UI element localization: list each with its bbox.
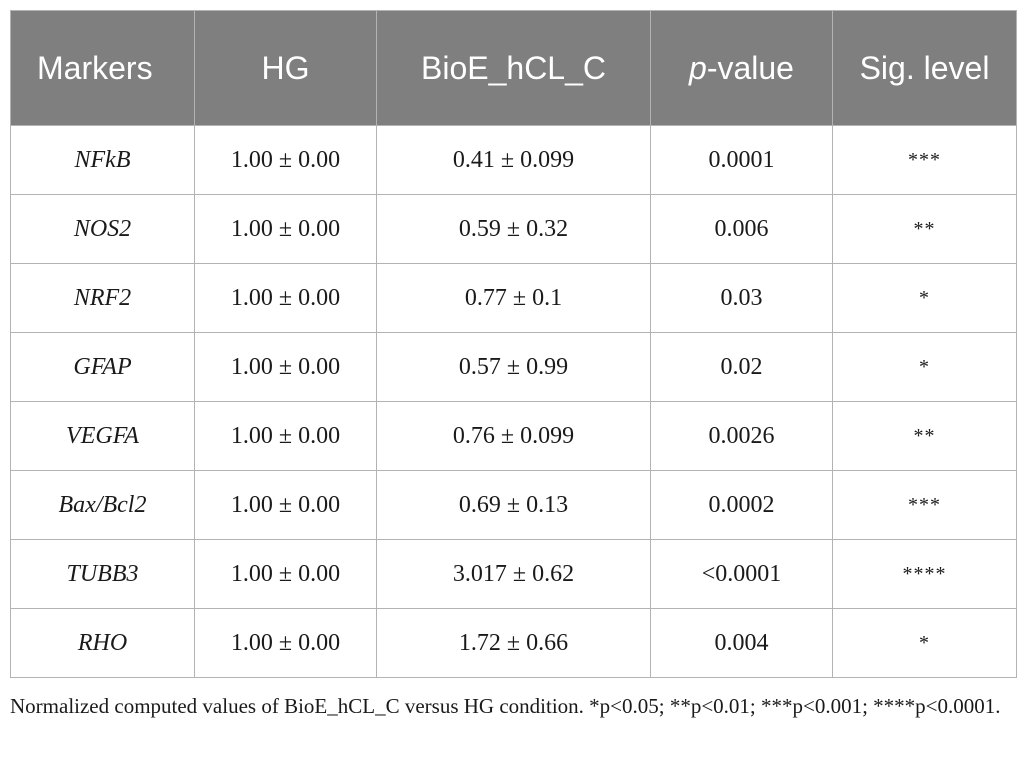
p-value-cell: 0.03 (650, 263, 833, 333)
sig-level-cell: * (832, 608, 1017, 678)
marker-cell: NRF2 (10, 263, 195, 333)
table-footnote: Normalized computed values of BioE_hCL_C… (10, 694, 1001, 718)
table-row: RHO 1.00 ± 0.00 1.72 ± 0.66 0.004 * (10, 608, 1017, 678)
hg-cell: 1.00 ± 0.00 (194, 263, 377, 333)
bioe-cell: 0.41 ± 0.099 (376, 125, 651, 195)
sig-level-cell: ** (832, 401, 1017, 471)
sig-level-cell: **** (832, 539, 1017, 609)
results-table-container: Markers HG BioE_hCL_C p-value Sig. level… (10, 10, 1017, 678)
sig-level-cell: * (832, 263, 1017, 333)
bioe-cell: 0.77 ± 0.1 (376, 263, 651, 333)
marker-cell: NFkB (10, 125, 195, 195)
sig-level-cell: * (832, 332, 1017, 402)
bioe-cell: 0.59 ± 0.32 (376, 194, 651, 264)
header-p-rest: -value (706, 50, 794, 86)
header-markers: Markers (10, 10, 195, 126)
p-value-cell: 0.006 (650, 194, 833, 264)
sig-level-cell: *** (832, 125, 1017, 195)
table-row: GFAP 1.00 ± 0.00 0.57 ± 0.99 0.02 * (10, 332, 1017, 402)
p-value-cell: 0.02 (650, 332, 833, 402)
hg-cell: 1.00 ± 0.00 (194, 401, 377, 471)
p-value-cell: 0.0002 (650, 470, 833, 540)
marker-cell: RHO (10, 608, 195, 678)
p-value-cell: 0.0001 (650, 125, 833, 195)
marker-cell: NOS2 (10, 194, 195, 264)
hg-cell: 1.00 ± 0.00 (194, 608, 377, 678)
p-value-cell: 0.0026 (650, 401, 833, 471)
hg-cell: 1.00 ± 0.00 (194, 332, 377, 402)
hg-cell: 1.00 ± 0.00 (194, 539, 377, 609)
table-row: NRF2 1.00 ± 0.00 0.77 ± 0.1 0.03 * (10, 263, 1017, 333)
bioe-cell: 0.69 ± 0.13 (376, 470, 651, 540)
marker-cell: VEGFA (10, 401, 195, 471)
table-row: NFkB 1.00 ± 0.00 0.41 ± 0.099 0.0001 *** (10, 125, 1017, 195)
bioe-cell: 0.57 ± 0.99 (376, 332, 651, 402)
bioe-cell: 1.72 ± 0.66 (376, 608, 651, 678)
sig-level-cell: ** (832, 194, 1017, 264)
p-value-cell: 0.004 (650, 608, 833, 678)
results-table: Markers HG BioE_hCL_C p-value Sig. level… (10, 10, 1017, 678)
table-row: VEGFA 1.00 ± 0.00 0.76 ± 0.099 0.0026 ** (10, 401, 1017, 471)
bioe-cell: 0.76 ± 0.099 (376, 401, 651, 471)
marker-cell: GFAP (10, 332, 195, 402)
header-hg: HG (194, 10, 377, 126)
hg-cell: 1.00 ± 0.00 (194, 194, 377, 264)
table-row: TUBB3 1.00 ± 0.00 3.017 ± 0.62 <0.0001 *… (10, 539, 1017, 609)
table-row: Bax/Bcl2 1.00 ± 0.00 0.69 ± 0.13 0.0002 … (10, 470, 1017, 540)
header-p-value: p-value (650, 10, 833, 126)
header-sig-level: Sig. level (832, 10, 1017, 126)
hg-cell: 1.00 ± 0.00 (194, 125, 377, 195)
marker-cell: Bax/Bcl2 (10, 470, 195, 540)
header-bioe: BioE_hCL_C (376, 10, 651, 126)
p-value-cell: <0.0001 (650, 539, 833, 609)
hg-cell: 1.00 ± 0.00 (194, 470, 377, 540)
bioe-cell: 3.017 ± 0.62 (376, 539, 651, 609)
sig-level-cell: *** (832, 470, 1017, 540)
table-row: NOS2 1.00 ± 0.00 0.59 ± 0.32 0.006 ** (10, 194, 1017, 264)
table-header-row: Markers HG BioE_hCL_C p-value Sig. level (10, 10, 1017, 126)
marker-cell: TUBB3 (10, 539, 195, 609)
header-p-italic: p (689, 50, 707, 86)
